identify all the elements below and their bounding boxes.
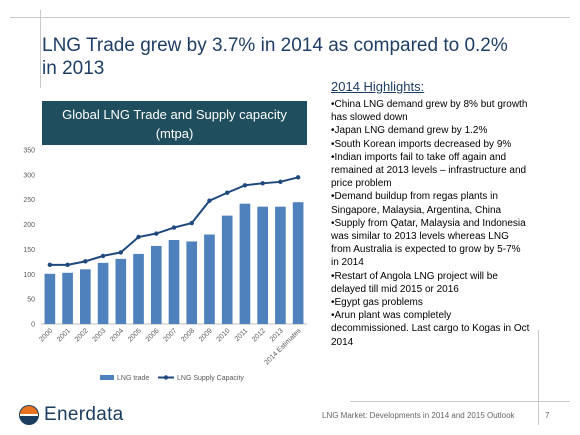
- highlights-panel: 2014 Highlights: •China LNG demand grew …: [331, 79, 531, 349]
- enerdata-logo: Enerdata: [18, 404, 124, 426]
- highlight-item: •Demand buildup from regas plants in Sin…: [331, 191, 502, 216]
- slide-title: LNG Trade grew by 3.7% in 2014 as compar…: [42, 35, 508, 79]
- point-lng-supply-capacity: [278, 179, 283, 185]
- bar-lng-trade: [62, 272, 73, 324]
- point-lng-supply-capacity: [189, 220, 194, 226]
- point-lng-supply-capacity: [225, 190, 230, 195]
- bar-lng-trade: [292, 202, 304, 324]
- enerdata-logo-icon: [19, 405, 39, 425]
- y-tick-label: 150: [23, 247, 35, 254]
- bar-lng-trade: [44, 273, 56, 324]
- decorative-vertical-line-right: [538, 330, 539, 425]
- y-tick-label: 350: [23, 148, 35, 155]
- highlight-item: •Supply from Qatar, Malaysia and Indones…: [331, 217, 526, 269]
- x-tick-label: 2013: [269, 327, 285, 343]
- bar-lng-trade: [221, 215, 233, 324]
- highlight-item: •South Korean imports decreased by 9%: [331, 138, 512, 150]
- x-axis: 2000 2001 2002 2003 2004 2005 2006 2007 2008 2009…: [38, 327, 303, 366]
- highlight-item: •Japan LNG demand grew by 1.2%: [331, 125, 488, 137]
- bar-lng-trade: [133, 253, 144, 324]
- point-lng-supply-capacity: [171, 225, 177, 230]
- highlights-list: •China LNG demand grew by 8% but growth …: [331, 98, 531, 349]
- point-lng-supply-capacity: [207, 198, 212, 203]
- y-tick-label: 50: [27, 297, 35, 304]
- x-tick-label: 2009: [198, 327, 214, 343]
- x-tick-label: 2005: [127, 327, 143, 343]
- line-series: [47, 175, 301, 268]
- x-tick-label: 2008: [180, 327, 196, 343]
- x-tick-label: 2004: [109, 327, 125, 343]
- bar-lng-trade: [168, 239, 180, 324]
- decorative-horizontal-line-top: [10, 17, 570, 18]
- bar-lng-trade: [239, 203, 251, 324]
- x-tick-label: 2006: [145, 327, 161, 343]
- highlight-item: •Arun plant was completely decommissione…: [331, 310, 530, 348]
- highlight-item: •Restart of Angola LNG project will be d…: [331, 270, 498, 295]
- highlight-item: •Egypt gas problems: [331, 297, 423, 309]
- point-lng-supply-capacity: [295, 175, 301, 180]
- legend-swatch-lng-trade: [100, 375, 114, 380]
- point-lng-supply-capacity: [118, 250, 124, 255]
- x-tick-label: 2012: [251, 327, 267, 343]
- bar-lng-trade: [275, 206, 286, 324]
- point-lng-supply-capacity: [65, 262, 70, 268]
- y-tick-label: 250: [23, 197, 35, 204]
- y-tick-label: 100: [23, 272, 35, 279]
- legend-marker-lng-supply-capacity: [163, 375, 169, 380]
- point-lng-supply-capacity: [154, 231, 159, 236]
- x-tick-label: 2001: [56, 327, 72, 343]
- bar-lng-trade: [204, 234, 215, 324]
- highlight-item: •China LNG demand grew by 8% but growth …: [331, 99, 528, 124]
- legend: LNG trade LNG Supply Capacity: [100, 375, 244, 382]
- highlight-item: •Indian imports fail to take off again a…: [331, 151, 527, 190]
- footer-text: LNG Market: Developments in 2014 and 201…: [322, 411, 515, 420]
- x-tick-label: 2011: [234, 327, 250, 343]
- y-tick-label: 300: [23, 172, 35, 179]
- x-tick-label: 2003: [92, 327, 108, 343]
- point-lng-supply-capacity: [136, 234, 141, 240]
- bar-lng-trade: [150, 245, 162, 324]
- legend-label-lng-supply-capacity: LNG Supply Capacity: [177, 375, 244, 382]
- bars: [44, 202, 304, 324]
- point-lng-supply-capacity: [242, 183, 248, 188]
- bar-lng-trade: [97, 262, 109, 324]
- highlights-title: 2014 Highlights:: [331, 79, 425, 94]
- page-number: 7: [545, 411, 550, 420]
- decorative-vertical-line-left: [40, 10, 41, 88]
- x-tick-label: 2007: [162, 327, 178, 343]
- y-tick-label: 200: [23, 222, 35, 229]
- bar-lng-trade: [115, 258, 127, 324]
- x-tick-label: 2010: [216, 327, 232, 343]
- chart-header: Global LNG Trade and Supply capacity (mt…: [42, 101, 307, 145]
- legend-label-lng-trade: LNG trade: [117, 375, 149, 382]
- bar-lng-trade: [257, 206, 268, 324]
- y-tick-label: 0: [31, 322, 35, 329]
- point-lng-supply-capacity: [260, 181, 265, 186]
- point-lng-supply-capacity: [100, 253, 106, 259]
- point-lng-supply-capacity: [83, 259, 88, 264]
- x-tick-label: 2000: [38, 327, 54, 343]
- point-lng-supply-capacity: [47, 262, 53, 268]
- logo-text: Enerdata: [44, 404, 124, 425]
- decorative-horizontal-line-bottom: [350, 401, 570, 402]
- bar-lng-trade: [80, 269, 91, 324]
- bar-lng-trade: [186, 241, 198, 324]
- x-tick-label: 2002: [74, 327, 90, 343]
